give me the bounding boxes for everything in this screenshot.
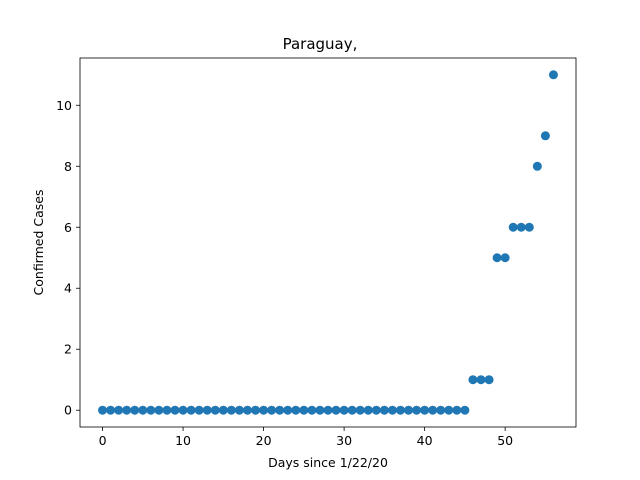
data-point xyxy=(291,405,301,415)
x-axis-label: Days since 1/22/20 xyxy=(268,455,388,470)
data-point xyxy=(267,405,277,415)
y-axis-ticks: 0 2 4 6 8 10 xyxy=(56,98,80,418)
data-point xyxy=(339,405,349,415)
data-point xyxy=(178,405,188,415)
plot-frame xyxy=(79,57,577,428)
data-point xyxy=(210,405,220,415)
data-point xyxy=(420,405,430,415)
data-point xyxy=(106,405,116,415)
data-point xyxy=(122,405,132,415)
data-point xyxy=(363,405,373,415)
data-point xyxy=(347,405,357,415)
x-tick-label: 20 xyxy=(256,433,272,448)
data-point xyxy=(218,405,228,415)
data-point xyxy=(194,405,204,415)
data-point xyxy=(516,222,526,232)
data-point xyxy=(532,161,542,171)
x-tick-label: 40 xyxy=(417,433,433,448)
data-point xyxy=(275,405,285,415)
data-point xyxy=(452,405,462,415)
data-point xyxy=(130,405,140,415)
data-point xyxy=(202,405,212,415)
data-points xyxy=(98,70,558,415)
data-point xyxy=(500,253,510,263)
data-point xyxy=(331,405,341,415)
data-point xyxy=(548,70,558,80)
y-tick-label: 2 xyxy=(64,342,72,357)
y-tick-label: 8 xyxy=(64,159,72,174)
y-tick-label: 6 xyxy=(64,220,72,235)
x-tick-label: 10 xyxy=(175,433,191,448)
data-point xyxy=(98,405,108,415)
data-point xyxy=(251,405,261,415)
data-point xyxy=(404,405,414,415)
data-point xyxy=(299,405,309,415)
data-point xyxy=(460,405,470,415)
data-point xyxy=(540,131,550,141)
data-point xyxy=(307,405,317,415)
data-point xyxy=(259,405,269,415)
y-axis-label: Confirmed Cases xyxy=(31,190,46,296)
y-tick-label: 4 xyxy=(64,281,72,296)
data-point xyxy=(412,405,422,415)
data-point xyxy=(162,405,172,415)
data-point xyxy=(242,405,252,415)
data-point xyxy=(476,375,486,385)
data-point xyxy=(323,405,333,415)
x-axis-ticks: 0 10 20 30 40 50 xyxy=(99,427,513,448)
data-point xyxy=(395,405,405,415)
data-point xyxy=(283,405,293,415)
x-tick-label: 0 xyxy=(99,433,107,448)
y-tick-label: 0 xyxy=(64,403,72,418)
data-point xyxy=(186,405,196,415)
data-point xyxy=(468,375,478,385)
chart-title: Paraguay, xyxy=(283,35,358,53)
data-point xyxy=(226,405,236,415)
data-point xyxy=(355,405,365,415)
x-tick-label: 50 xyxy=(497,433,513,448)
data-point xyxy=(484,375,494,385)
data-point xyxy=(436,405,446,415)
data-point xyxy=(138,405,148,415)
data-point xyxy=(379,405,389,415)
data-point xyxy=(524,222,534,232)
data-point xyxy=(154,405,164,415)
data-point xyxy=(492,253,502,263)
data-point xyxy=(508,222,518,232)
data-point xyxy=(444,405,454,415)
data-point xyxy=(371,405,381,415)
data-point xyxy=(315,405,325,415)
data-point xyxy=(387,405,397,415)
data-point xyxy=(114,405,124,415)
y-tick-label: 10 xyxy=(56,98,72,113)
data-point xyxy=(234,405,244,415)
x-tick-label: 30 xyxy=(336,433,352,448)
data-point xyxy=(146,405,156,415)
data-point xyxy=(170,405,180,415)
data-point xyxy=(428,405,438,415)
